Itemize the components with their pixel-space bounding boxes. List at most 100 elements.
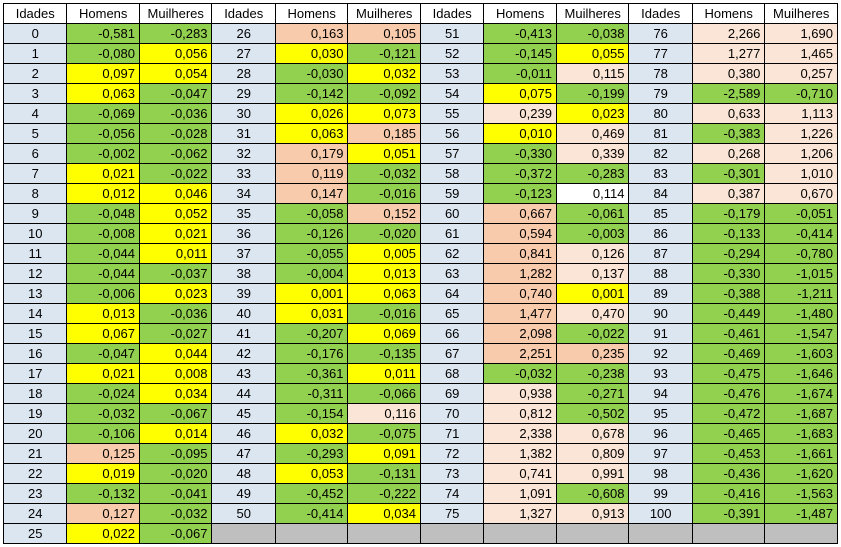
muilheres-value-cell[interactable]: -0,199: [555, 83, 630, 104]
age-cell[interactable]: 96: [628, 423, 693, 444]
muilheres-value-cell[interactable]: 0,052: [138, 203, 213, 224]
muilheres-value-cell[interactable]: 0,469: [555, 123, 630, 144]
age-cell[interactable]: 90: [628, 303, 693, 324]
homens-value-cell[interactable]: 0,013: [66, 303, 140, 324]
muilheres-value-cell[interactable]: -0,047: [138, 83, 213, 104]
muilheres-value-cell[interactable]: 0,023: [555, 103, 630, 124]
muilheres-value-cell[interactable]: -0,032: [138, 503, 213, 524]
muilheres-value-cell[interactable]: -0,095: [138, 443, 213, 464]
age-cell[interactable]: 33: [211, 163, 276, 184]
muilheres-value-cell[interactable]: -0,092: [347, 83, 421, 104]
muilheres-value-cell[interactable]: -0,028: [138, 123, 213, 144]
muilheres-value-cell[interactable]: -1,620: [764, 463, 838, 484]
muilheres-value-cell[interactable]: -1,563: [764, 483, 838, 504]
muilheres-value-cell[interactable]: -0,016: [347, 303, 421, 324]
muilheres-value-cell[interactable]: 0,091: [347, 443, 421, 464]
age-cell[interactable]: 91: [628, 323, 693, 344]
homens-value-cell[interactable]: -0,179: [691, 203, 766, 224]
muilheres-value-cell[interactable]: -0,710: [764, 83, 838, 104]
homens-value-cell[interactable]: 0,053: [274, 463, 349, 484]
muilheres-value-cell[interactable]: 0,137: [555, 263, 630, 284]
age-cell[interactable]: 77: [628, 43, 693, 64]
muilheres-value-cell[interactable]: 0,116: [347, 403, 421, 424]
homens-value-cell[interactable]: 0,022: [66, 523, 140, 544]
homens-value-cell[interactable]: 0,075: [483, 83, 557, 104]
homens-value-cell[interactable]: 0,021: [66, 163, 140, 184]
muilheres-value-cell[interactable]: 1,465: [764, 43, 838, 64]
homens-value-cell[interactable]: -0,436: [691, 463, 766, 484]
age-cell[interactable]: 2: [2, 63, 68, 84]
homens-value-cell[interactable]: 0,633: [691, 103, 766, 124]
empty-muilheres-cell[interactable]: [764, 523, 838, 544]
age-cell[interactable]: 1: [2, 43, 68, 64]
homens-value-cell[interactable]: 0,063: [274, 123, 349, 144]
homens-value-cell[interactable]: 0,163: [274, 23, 349, 44]
homens-value-cell[interactable]: -0,133: [691, 223, 766, 244]
muilheres-value-cell[interactable]: -0,062: [138, 143, 213, 164]
age-cell[interactable]: 16: [2, 343, 68, 364]
age-cell[interactable]: 78: [628, 63, 693, 84]
age-cell[interactable]: 99: [628, 483, 693, 504]
age-cell[interactable]: 89: [628, 283, 693, 304]
age-cell[interactable]: 85: [628, 203, 693, 224]
age-cell[interactable]: 92: [628, 343, 693, 364]
muilheres-value-cell[interactable]: -0,283: [138, 23, 213, 44]
muilheres-value-cell[interactable]: -1,646: [764, 363, 838, 384]
age-cell[interactable]: 82: [628, 143, 693, 164]
age-cell[interactable]: 56: [419, 123, 485, 144]
homens-value-cell[interactable]: -0,032: [483, 363, 557, 384]
homens-value-cell[interactable]: 0,119: [274, 163, 349, 184]
homens-value-cell[interactable]: 0,741: [483, 463, 557, 484]
age-cell[interactable]: 49: [211, 483, 276, 504]
age-cell[interactable]: 12: [2, 263, 68, 284]
muilheres-value-cell[interactable]: 0,051: [347, 143, 421, 164]
muilheres-value-cell[interactable]: -0,121: [347, 43, 421, 64]
muilheres-value-cell[interactable]: 0,073: [347, 103, 421, 124]
muilheres-value-cell[interactable]: 0,152: [347, 203, 421, 224]
homens-value-cell[interactable]: 2,098: [483, 323, 557, 344]
muilheres-value-cell[interactable]: -0,020: [138, 463, 213, 484]
homens-value-cell[interactable]: 1,277: [691, 43, 766, 64]
age-cell[interactable]: 19: [2, 403, 68, 424]
muilheres-value-cell[interactable]: 1,010: [764, 163, 838, 184]
homens-value-cell[interactable]: 1,091: [483, 483, 557, 504]
age-cell[interactable]: 40: [211, 303, 276, 324]
age-cell[interactable]: 3: [2, 83, 68, 104]
homens-value-cell[interactable]: 0,179: [274, 143, 349, 164]
homens-value-cell[interactable]: -0,126: [274, 223, 349, 244]
muilheres-value-cell[interactable]: 0,023: [138, 283, 213, 304]
age-cell[interactable]: 83: [628, 163, 693, 184]
header-cell-idades[interactable]: Idades: [628, 3, 693, 24]
age-cell[interactable]: 65: [419, 303, 485, 324]
homens-value-cell[interactable]: -0,465: [691, 423, 766, 444]
muilheres-value-cell[interactable]: 1,113: [764, 103, 838, 124]
age-cell[interactable]: 67: [419, 343, 485, 364]
muilheres-value-cell[interactable]: -0,041: [138, 483, 213, 504]
muilheres-value-cell[interactable]: 0,105: [347, 23, 421, 44]
muilheres-value-cell[interactable]: 0,054: [138, 63, 213, 84]
homens-value-cell[interactable]: 1,382: [483, 443, 557, 464]
age-cell[interactable]: 53: [419, 63, 485, 84]
empty-homens-cell[interactable]: [274, 523, 349, 544]
empty-homens-cell[interactable]: [691, 523, 766, 544]
header-cell-muilheres[interactable]: Muilheres: [555, 3, 630, 24]
muilheres-value-cell[interactable]: 0,470: [555, 303, 630, 324]
muilheres-value-cell[interactable]: -0,022: [138, 163, 213, 184]
muilheres-value-cell[interactable]: 0,126: [555, 243, 630, 264]
homens-value-cell[interactable]: -0,008: [66, 223, 140, 244]
muilheres-value-cell[interactable]: -0,075: [347, 423, 421, 444]
age-cell[interactable]: 7: [2, 163, 68, 184]
homens-value-cell[interactable]: -0,132: [66, 483, 140, 504]
age-cell[interactable]: 52: [419, 43, 485, 64]
muilheres-value-cell[interactable]: -1,603: [764, 343, 838, 364]
muilheres-value-cell[interactable]: 0,339: [555, 143, 630, 164]
homens-value-cell[interactable]: -0,476: [691, 383, 766, 404]
homens-value-cell[interactable]: -0,330: [483, 143, 557, 164]
age-cell[interactable]: 32: [211, 143, 276, 164]
homens-value-cell[interactable]: 1,282: [483, 263, 557, 284]
header-cell-muilheres[interactable]: Muilheres: [347, 3, 421, 24]
age-cell[interactable]: 30: [211, 103, 276, 124]
empty-muilheres-cell[interactable]: [555, 523, 630, 544]
homens-value-cell[interactable]: 0,812: [483, 403, 557, 424]
age-cell[interactable]: 69: [419, 383, 485, 404]
